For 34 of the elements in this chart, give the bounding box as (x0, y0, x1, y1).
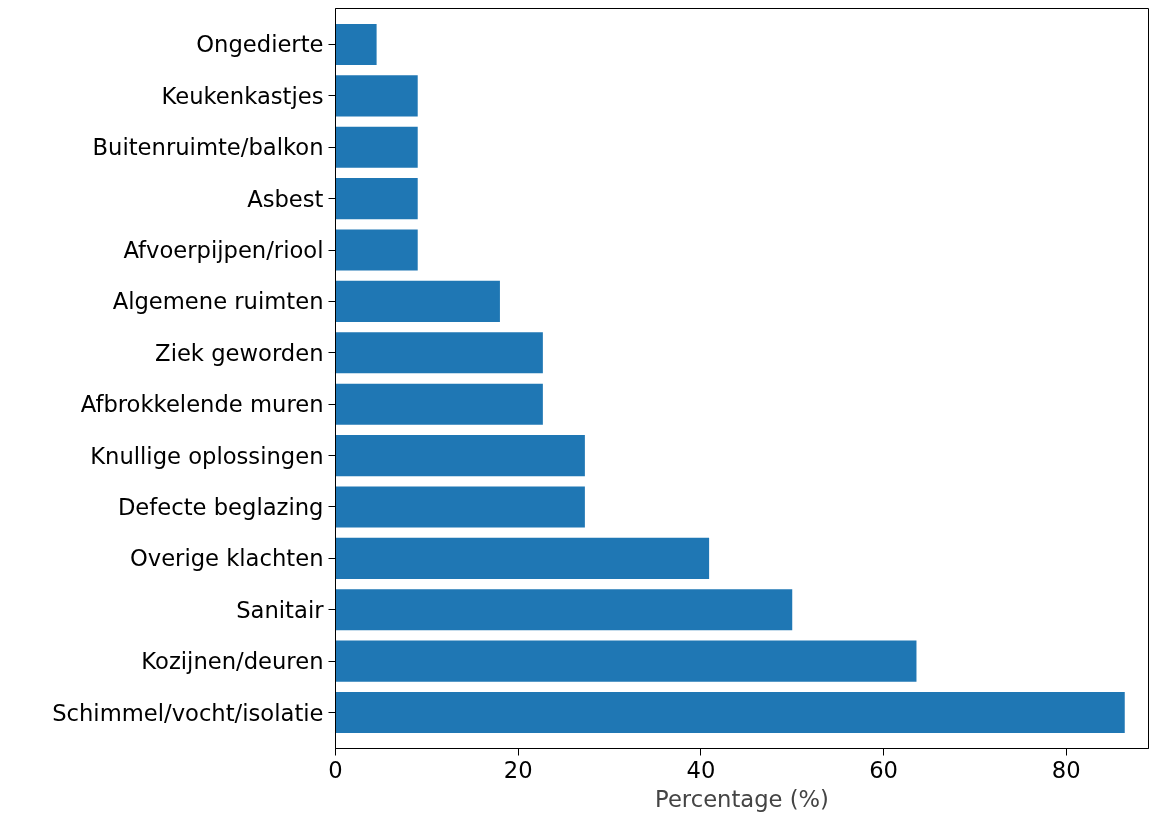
x-tick-label: 80 (1051, 756, 1081, 783)
bar (335, 280, 500, 322)
bar (335, 383, 543, 425)
y-tick-label: Overige klachten (129, 545, 324, 572)
y-tick-label: Buitenruimte/balkon (92, 134, 324, 161)
bar (335, 23, 377, 66)
y-tick-label: Afvoerpijpen/riool (123, 237, 324, 264)
bar (335, 435, 585, 477)
y-tick-label: Afbrokkelende muren (80, 391, 324, 418)
y-tick-label: Algemene ruimten (112, 288, 324, 315)
y-tick-label: Schimmel/vocht/isolatie (52, 699, 324, 726)
bar (335, 640, 917, 682)
bar (335, 178, 418, 220)
y-tick-label: Sanitair (236, 596, 325, 623)
y-tick-label: Ongedierte (196, 31, 324, 58)
bar (335, 486, 585, 528)
bar (335, 589, 793, 631)
y-tick-label: Knullige oplossingen (90, 442, 324, 469)
x-tick-label: 0 (328, 756, 343, 783)
y-tick-label: Kozijnen/deuren (141, 648, 324, 675)
y-tick-label: Asbest (247, 185, 324, 212)
y-tick-label: Ziek geworden (155, 339, 324, 366)
bar (335, 75, 418, 117)
bar (335, 332, 543, 374)
bar (335, 537, 710, 579)
x-tick-label: 60 (869, 756, 899, 783)
bar (335, 229, 418, 271)
y-tick-label: Keukenkastjes (161, 82, 324, 109)
x-axis-title: Percentage (%) (655, 785, 829, 812)
bar (335, 691, 1125, 734)
bar (335, 126, 418, 168)
y-tick-label: Defecte beglazing (117, 493, 324, 520)
x-tick-label: 20 (503, 756, 533, 783)
x-tick-label: 40 (686, 756, 716, 783)
